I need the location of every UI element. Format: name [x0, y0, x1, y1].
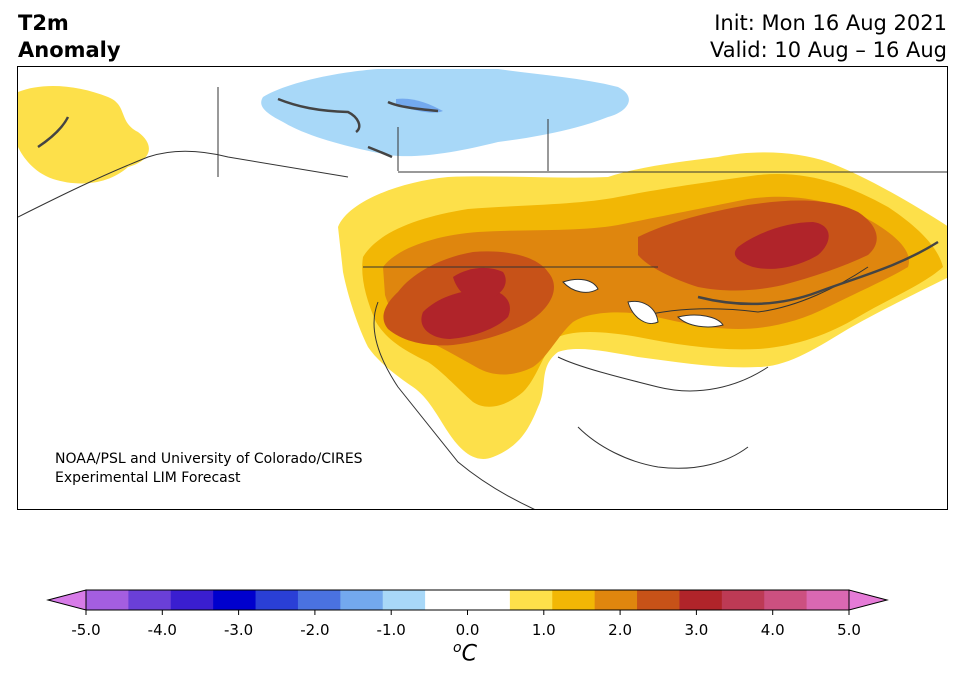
great-lakes — [562, 278, 724, 328]
unit-degree: o — [453, 640, 462, 656]
colorbar-cell — [340, 590, 384, 610]
unit-label: oC — [453, 640, 477, 666]
init-date: Init: Mon 16 Aug 2021 — [714, 11, 947, 35]
colorbar-ticks: -5.0 -4.0 -3.0 -2.0 -1.0 0.0 1.0 2.0 3.0 4.0 5.0 — [71, 610, 861, 639]
colorbar-cell — [467, 590, 511, 610]
colorbar-cell — [255, 590, 299, 610]
colorbar-cells — [86, 590, 850, 610]
colorbar-cell — [128, 590, 172, 610]
sea-ice-edges — [37, 97, 939, 306]
anomaly-map — [17, 66, 948, 510]
variable-label: T2m — [18, 11, 69, 35]
colorbar: -5.0 -4.0 -3.0 -2.0 -1.0 0.0 1.0 2.0 3.0 4.0 5.0 — [46, 589, 889, 639]
colorbar-tick-label: 4.0 — [761, 621, 785, 639]
colorbar-tick-label: -5.0 — [71, 621, 100, 639]
coastlines — [18, 87, 947, 509]
colorbar-tick-label: 0.0 — [456, 621, 480, 639]
colorbar-cell — [425, 590, 468, 610]
credit-note: NOAA/PSL and University of Colorado/CIRE… — [55, 450, 363, 488]
cold-anomaly-region — [261, 69, 629, 157]
colorbar-tick-label: -3.0 — [224, 621, 253, 639]
colorbar-cell — [679, 590, 723, 610]
colorbar-cell — [382, 590, 426, 610]
colorbar-tick-label: -4.0 — [148, 621, 177, 639]
credit-line-2: Experimental LIM Forecast — [55, 470, 241, 486]
credit-line-1: NOAA/PSL and University of Colorado/CIRE… — [55, 451, 363, 467]
colorbar-cell — [764, 590, 808, 610]
valid-range: Valid: 10 Aug – 16 Aug — [709, 38, 947, 62]
colorbar-tick-label: 3.0 — [684, 621, 708, 639]
colorbar-cell — [213, 590, 257, 610]
colorbar-tick-label: 2.0 — [608, 621, 632, 639]
unit-letter: C — [461, 641, 477, 667]
colorbar-cell — [297, 590, 341, 610]
warm-anomaly-3c — [421, 288, 510, 339]
colorbar-tick-label: 1.0 — [532, 621, 556, 639]
colorbar-tick-label: -2.0 — [300, 621, 329, 639]
colorbar-tick-label: -1.0 — [377, 621, 406, 639]
colorbar-cell — [637, 590, 680, 610]
colorbar-over-triangle — [848, 589, 889, 611]
chart-title: T2m Anomaly — [18, 10, 121, 64]
colorbar-cell — [806, 590, 850, 610]
map-svg — [18, 69, 947, 509]
colorbar-cell — [721, 590, 765, 610]
forecast-dates: Init: Mon 16 Aug 2021 Valid: 10 Aug – 16… — [710, 10, 947, 64]
colorbar-under-triangle — [46, 589, 87, 611]
colorbar-cell — [552, 590, 596, 610]
colorbar-cell — [170, 590, 214, 610]
alaska-warm-region — [18, 85, 149, 184]
colorbar-tick-label: 5.0 — [837, 621, 861, 639]
warm-anomaly-3c-north — [453, 267, 506, 301]
colorbar-cell — [509, 590, 553, 610]
colorbar-cell — [86, 590, 129, 610]
anomaly-label: Anomaly — [18, 38, 121, 62]
warm-anomaly-3c-east — [734, 222, 829, 269]
colorbar-cell — [594, 590, 638, 610]
